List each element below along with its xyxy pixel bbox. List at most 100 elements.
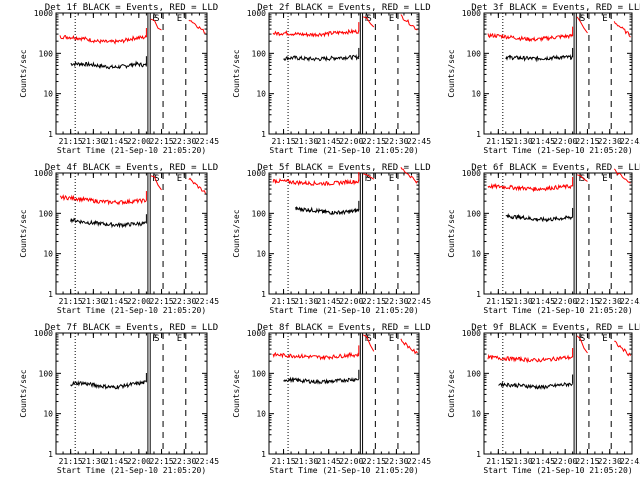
series-line-lld [487,183,573,193]
x-axis-label: Start Time (21-Sep-10 21:05:20) [57,146,206,155]
x-tick-label: 22:30 [384,297,408,306]
y-tick-label: 10 [256,90,266,99]
y-axis-label: Counts/sec [447,49,456,97]
marker-label: S [580,14,585,24]
x-tick-label: 22:15 [575,297,599,306]
y-tick-label: 100 [467,369,482,378]
x-axis-label: Start Time (21-Sep-10 21:05:20) [269,146,418,155]
x-tick-label: 22:15 [362,457,386,466]
x-tick-label: 21:30 [509,297,533,306]
y-axis-label: Counts/sec [447,209,456,257]
plot-frame [55,332,208,455]
y-tick-label: 1 [476,290,481,299]
series-line-events [283,376,360,385]
y-tick-label: 1 [261,290,266,299]
x-tick-label: 22:00 [339,457,363,466]
y-axis-label: Counts/sec [232,209,241,257]
marker-label: F [152,334,157,344]
y-tick-label: 1 [261,450,266,459]
y-tick-label: 10 [43,90,53,99]
x-tick-label: 22:00 [127,297,151,306]
y-tick-label: 100 [252,369,267,378]
panel-det-7f: Det 7f BLACK = Events, RED = LLD 1 10 100 10… [19,323,219,475]
y-tick-label: 10 [43,250,53,259]
x-tick-label: 21:30 [509,137,533,146]
x-axis-label: Start Time (21-Sep-10 21:05:20) [57,466,206,475]
x-tick-label: 22:45 [195,137,219,146]
x-tick-label: 22:00 [339,137,363,146]
x-tick-label: 22:45 [195,457,219,466]
marker-label: E [177,334,182,344]
y-axis-label: Counts/sec [232,369,241,417]
x-tick-label: 21:45 [104,137,128,146]
y-axis-label: Counts/sec [19,369,28,417]
panel-title: Det 5f BLACK = Events, RED = LLD [257,163,430,173]
x-axis-label: Start Time (21-Sep-10 21:05:20) [269,466,418,475]
series-late-lld [400,338,418,355]
marker-label: F [578,14,583,24]
series-line-lld [272,177,360,187]
panel-det-6f: Det 6f BLACK = Events, RED = LLD 1 10 100 10… [447,163,640,315]
series-line-events [505,212,573,223]
x-tick-label: 22:30 [172,137,196,146]
marker-label: E [602,334,607,344]
marker-label: S [366,14,371,24]
y-tick-label: 1000 [247,169,266,178]
y-tick-label: 10 [256,250,266,259]
y-tick-label: 1000 [34,329,53,338]
series-late-lld [613,168,631,184]
x-tick-label: 21:15 [59,137,83,146]
x-axis-label: Start Time (21-Sep-10 21:05:20) [483,146,632,155]
x-tick-label: 21:15 [486,297,510,306]
x-tick-label: 21:30 [294,137,318,146]
marker-label: E [389,174,394,184]
x-tick-label: 22:30 [384,137,408,146]
marker-label: S [580,334,585,344]
x-tick-label: 22:45 [407,137,431,146]
y-tick-label: 100 [39,369,54,378]
y-tick-label: 1 [48,290,53,299]
series-line-events [498,382,573,390]
x-tick-label: 21:30 [81,137,105,146]
y-axis-label: Counts/sec [19,49,28,97]
y-tick-label: 100 [467,209,482,218]
x-tick-label: 21:45 [317,297,341,306]
x-tick-label: 21:15 [272,297,296,306]
y-tick-label: 10 [43,410,53,419]
panel-title: Det 6f BLACK = Events, RED = LLD [471,163,640,173]
x-tick-label: 21:45 [531,137,555,146]
plot-frame [483,12,633,135]
x-tick-label: 22:15 [150,457,174,466]
series-line-lld [487,353,573,364]
x-tick-label: 21:15 [486,137,510,146]
panel-title: Det 3f BLACK = Events, RED = LLD [471,3,640,13]
x-tick-label: 21:15 [486,457,510,466]
x-tick-label: 21:15 [59,297,83,306]
series-post-lld [363,173,375,180]
x-tick-label: 21:45 [317,137,341,146]
x-axis-label: Start Time (21-Sep-10 21:05:20) [483,306,632,315]
y-tick-label: 1 [48,450,53,459]
x-tick-label: 21:45 [104,457,128,466]
series-late-lld [188,19,206,34]
series-line-events [70,60,147,70]
x-tick-label: 22:00 [553,457,577,466]
y-tick-label: 1 [261,130,266,139]
series-late-lld [613,21,631,38]
panel-title: Det 4f BLACK = Events, RED = LLD [45,163,218,173]
x-tick-label: 22:00 [553,297,577,306]
x-tick-label: 22:30 [172,297,196,306]
x-tick-label: 21:15 [272,457,296,466]
series-post-lld [150,175,162,191]
y-tick-label: 1 [48,130,53,139]
y-tick-label: 1000 [462,169,481,178]
series-line-events [283,54,360,62]
marker-label: S [580,174,585,184]
x-tick-label: 22:00 [127,137,151,146]
y-tick-label: 1 [476,450,481,459]
x-axis-label: Start Time (21-Sep-10 21:05:20) [269,306,418,315]
x-tick-label: 22:15 [575,137,599,146]
marker-label: S [366,334,371,344]
